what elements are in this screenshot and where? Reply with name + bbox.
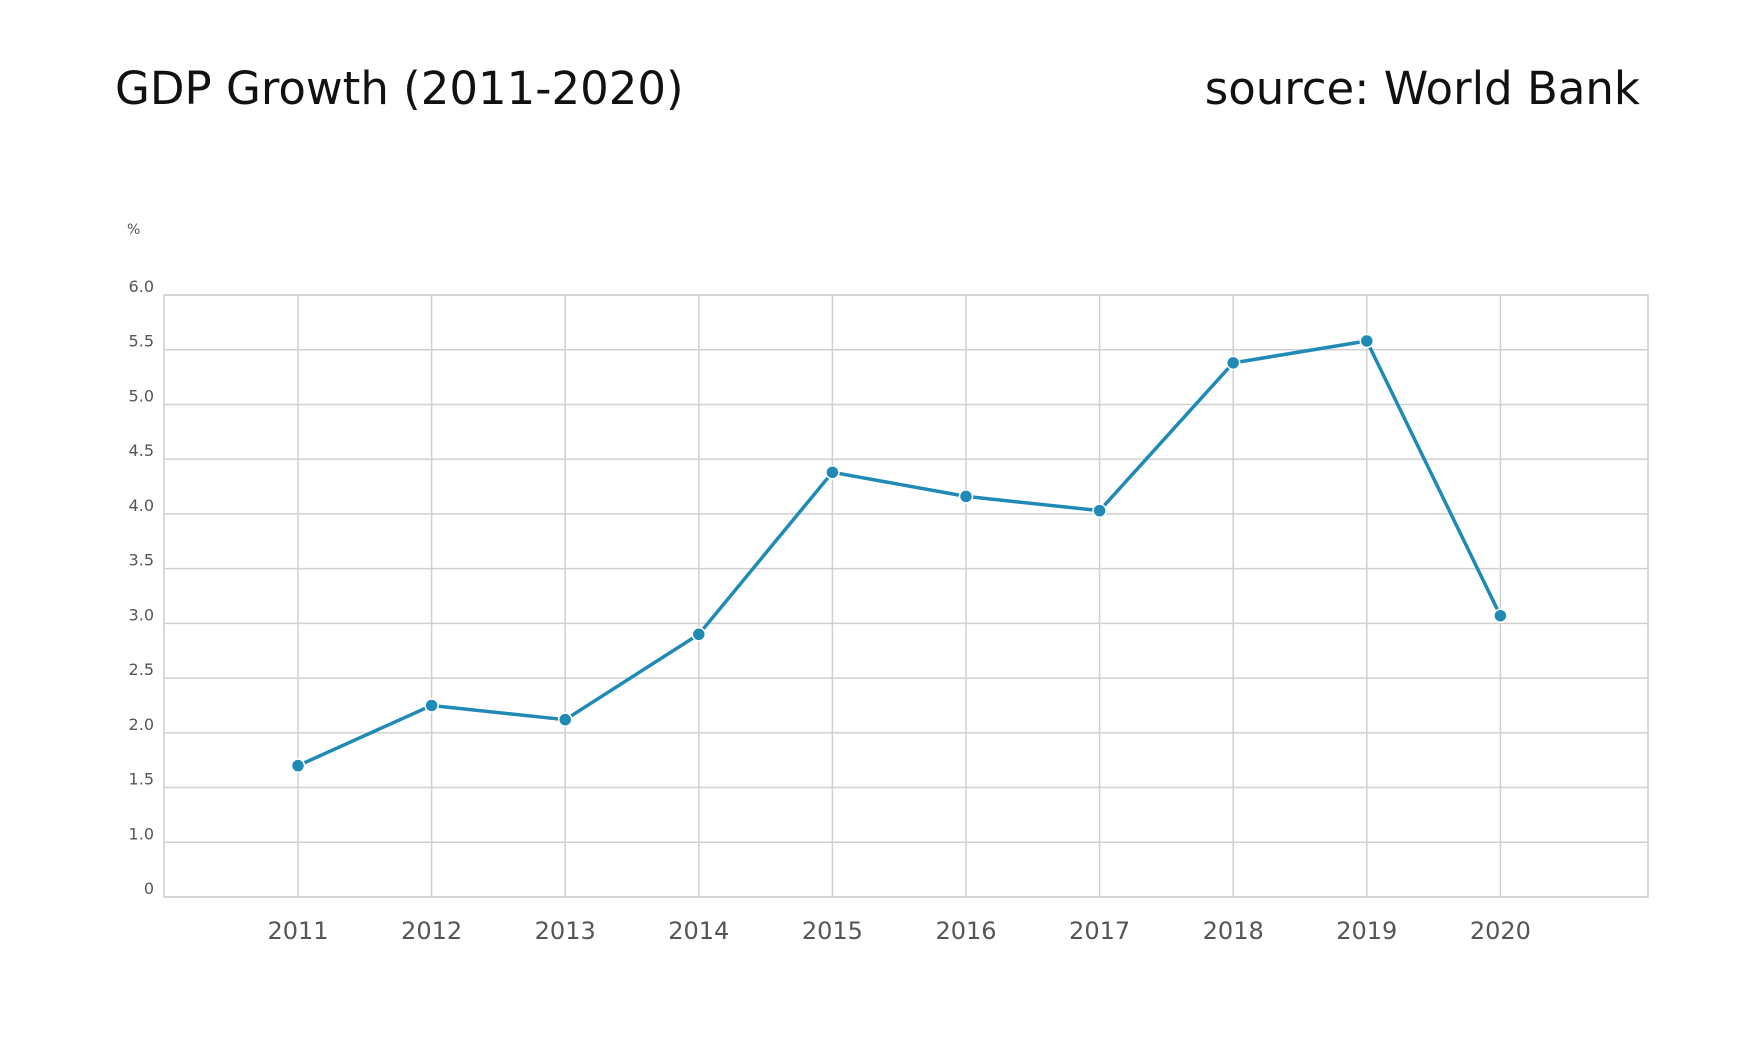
data-point <box>1359 333 1375 349</box>
data-point <box>958 489 974 504</box>
y-tick-label: 2.5 <box>129 660 154 679</box>
chart-title: GDP Growth (2011-2020) <box>115 62 684 115</box>
data-point <box>825 465 840 480</box>
x-tick-label: 2019 <box>1336 917 1397 945</box>
x-tick-label: 2018 <box>1203 917 1264 945</box>
data-point <box>1493 608 1508 623</box>
y-tick-label: 3.0 <box>129 605 154 624</box>
x-tick-label: 2015 <box>802 917 863 945</box>
y-axis: 0 1.0 1.5 2.0 2.5 3.0 3.5 4.0 4.5 5.0 5.5 6.0 <box>129 277 154 898</box>
x-tick-label: 2020 <box>1470 917 1531 945</box>
y-tick-label: 1.0 <box>129 824 154 843</box>
x-axis: 2011 2012 2013 2014 2015 2016 2017 2018 2019 2020 <box>267 917 1530 945</box>
x-tick-label: 2013 <box>535 917 596 945</box>
data-point <box>424 698 439 713</box>
y-tick-label: 4.0 <box>129 496 154 515</box>
y-tick-label: 2.0 <box>129 715 154 734</box>
y-tick-label: 5.0 <box>129 386 154 405</box>
x-tick-label: 2011 <box>267 917 328 945</box>
chart-source: source: World Bank <box>1204 62 1640 115</box>
grid <box>163 294 1649 898</box>
y-tick-label: 1.5 <box>129 770 154 789</box>
y-axis-unit: % <box>127 222 140 238</box>
data-point <box>1092 503 1107 518</box>
series-line <box>297 339 1502 768</box>
x-tick-label: 2012 <box>401 917 462 945</box>
x-tick-label: 2014 <box>668 917 729 945</box>
y-tick-label: 4.5 <box>129 441 154 460</box>
data-point <box>1225 355 1241 371</box>
plot-frame <box>163 294 1649 898</box>
y-tick-label: 0 <box>144 879 154 898</box>
y-tick-label: 6.0 <box>129 277 154 296</box>
x-tick-label: 2017 <box>1069 917 1130 945</box>
series-layer <box>290 333 1508 773</box>
y-tick-label: 3.5 <box>129 551 154 570</box>
y-tick-label: 5.5 <box>129 332 154 351</box>
data-point <box>557 712 573 727</box>
data-point <box>290 758 306 773</box>
data-point <box>691 627 707 642</box>
x-tick-label: 2016 <box>935 917 996 945</box>
